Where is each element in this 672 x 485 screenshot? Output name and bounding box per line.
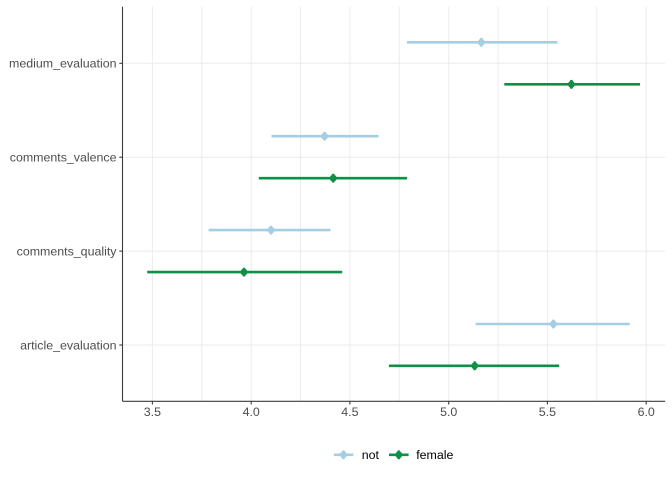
svg-text:6.0: 6.0 (638, 405, 655, 419)
svg-text:4.0: 4.0 (243, 405, 260, 419)
svg-text:comments_valence: comments_valence (10, 151, 117, 165)
svg-text:article_evaluation: article_evaluation (20, 338, 117, 352)
svg-text:not: not (362, 448, 380, 462)
svg-text:3.5: 3.5 (144, 405, 161, 419)
svg-text:female: female (416, 448, 453, 462)
svg-text:4.5: 4.5 (341, 405, 358, 419)
svg-text:5.5: 5.5 (539, 405, 556, 419)
svg-text:5.0: 5.0 (440, 405, 457, 419)
svg-text:medium_evaluation: medium_evaluation (9, 57, 117, 71)
svg-text:comments_quality: comments_quality (17, 244, 118, 258)
